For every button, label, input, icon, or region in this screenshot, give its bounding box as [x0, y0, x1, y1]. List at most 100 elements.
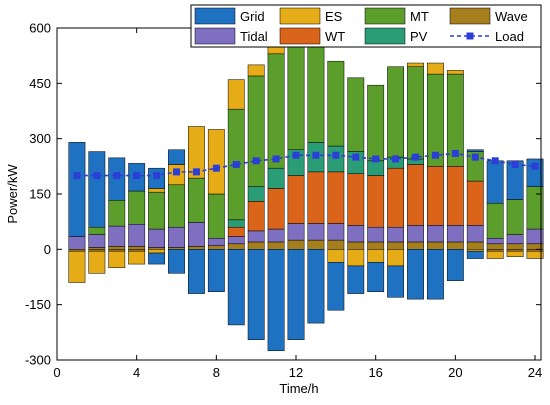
bar-es-neg: [108, 250, 126, 269]
bar-wave-pos: [108, 246, 126, 250]
bar-mt-pos: [247, 75, 265, 187]
bar-grid-neg: [347, 265, 365, 294]
bar-wt-pos: [407, 164, 424, 226]
bar-grid-neg: [427, 249, 444, 300]
bar-wt-pos: [247, 201, 265, 232]
bar-wave-neg: [506, 249, 524, 252]
bar-pv-pos: [267, 167, 285, 189]
load-marker: [73, 172, 81, 180]
y-tick-label: 0: [44, 242, 51, 257]
legend-swatch-wave: [449, 7, 491, 25]
x-tick-label: 24: [528, 365, 542, 380]
y-tick-label: 450: [29, 76, 51, 91]
y-tick-label: -300: [25, 353, 51, 368]
legend-swatch-mt: [364, 7, 406, 25]
bar-grid-pos: [108, 157, 126, 201]
bar-es-pos: [427, 62, 444, 75]
bar-es-neg: [466, 249, 484, 252]
bar-wt-pos: [347, 173, 365, 226]
bar-es-neg: [367, 249, 385, 263]
bar-grid-neg: [387, 265, 405, 298]
legend-swatch-load-marker: [466, 32, 474, 40]
bar-mt-pos: [307, 35, 325, 143]
x-tick-label: 16: [368, 365, 382, 380]
legend-label-grid: Grid: [240, 9, 265, 24]
bar-mt-pos: [486, 202, 504, 239]
bar-wave-pos: [207, 245, 225, 250]
bar-es-pos: [148, 188, 166, 193]
bar-grid-neg: [446, 249, 464, 281]
bar-grid-neg: [327, 261, 345, 311]
bar-tidal-pos: [427, 225, 444, 243]
x-tick-label: 12: [289, 365, 303, 380]
load-marker: [252, 157, 260, 165]
bar-es-neg: [68, 250, 86, 283]
bar-tidal-pos: [367, 226, 385, 243]
bar-wave-pos: [148, 247, 166, 250]
bar-tidal-pos: [347, 225, 365, 243]
bar-wave-neg: [128, 249, 146, 252]
load-line: [76, 152, 536, 177]
bar-wave-pos: [327, 239, 345, 250]
load-marker: [133, 172, 141, 180]
bar-wt-pos: [387, 167, 405, 228]
bar-wave-pos: [307, 239, 325, 250]
bar-wave-pos: [367, 241, 385, 250]
load-marker: [531, 162, 539, 170]
bar-mt-pos: [267, 53, 285, 169]
bar-grid-pos: [466, 149, 484, 152]
bar-tidal-pos: [407, 225, 424, 243]
bar-tidal-pos: [287, 223, 305, 241]
bar-grid-neg: [287, 249, 305, 340]
bar-es-pos: [207, 129, 225, 195]
bar-wave-pos: [506, 243, 524, 250]
bar-tidal-pos: [307, 223, 325, 241]
bar-grid-pos: [506, 160, 524, 200]
y-axis-title: Power/kW: [5, 164, 20, 224]
bar-wave-pos: [128, 246, 146, 250]
bar-tidal-pos: [327, 223, 345, 241]
bar-pv-pos: [327, 145, 345, 173]
load-marker: [451, 149, 459, 157]
bar-es-pos: [227, 79, 245, 110]
bar-tidal-pos: [207, 238, 225, 246]
bar-grid-neg: [148, 252, 166, 265]
x-tick-label: 20: [448, 365, 462, 380]
bar-wave-pos: [267, 241, 285, 250]
bar-wave-pos: [227, 243, 245, 250]
bar-grid-pos: [88, 151, 106, 228]
bar-wave-pos: [247, 241, 265, 250]
bar-pv-pos: [247, 186, 265, 202]
load-marker: [113, 172, 121, 180]
bar-tidal-pos: [267, 228, 285, 243]
legend-label-tidal: Tidal: [240, 29, 268, 44]
bar-tidal-pos: [68, 236, 86, 250]
x-tick-label: 8: [213, 365, 220, 380]
legend-swatch-wt: [279, 27, 321, 45]
bar-mt-pos: [387, 66, 405, 158]
bar-tidal-pos: [486, 238, 504, 245]
bar-grid-neg: [367, 261, 385, 293]
legend-swatch-grid: [194, 7, 236, 25]
bar-grid-pos: [486, 160, 504, 204]
bar-grid-neg: [307, 249, 325, 324]
bar-es-neg: [128, 250, 146, 265]
legend-label-pv: PV: [410, 29, 428, 44]
bar-grid-neg: [207, 249, 225, 293]
legend-swatch-es: [279, 7, 321, 25]
load-marker: [173, 168, 181, 176]
load-marker: [372, 155, 380, 163]
bar-grid-pos: [68, 142, 86, 237]
bar-wave-pos: [466, 241, 484, 250]
bar-tidal-pos: [88, 234, 106, 248]
bar-pv-pos: [227, 219, 245, 228]
bar-grid-neg: [407, 249, 424, 300]
bar-wave-pos: [486, 243, 504, 250]
bar-tidal-pos: [227, 236, 245, 245]
load-marker: [272, 155, 280, 163]
bar-wt-pos: [466, 180, 484, 226]
legend-swatch-pv: [364, 27, 406, 45]
bar-wave-pos: [287, 239, 305, 250]
